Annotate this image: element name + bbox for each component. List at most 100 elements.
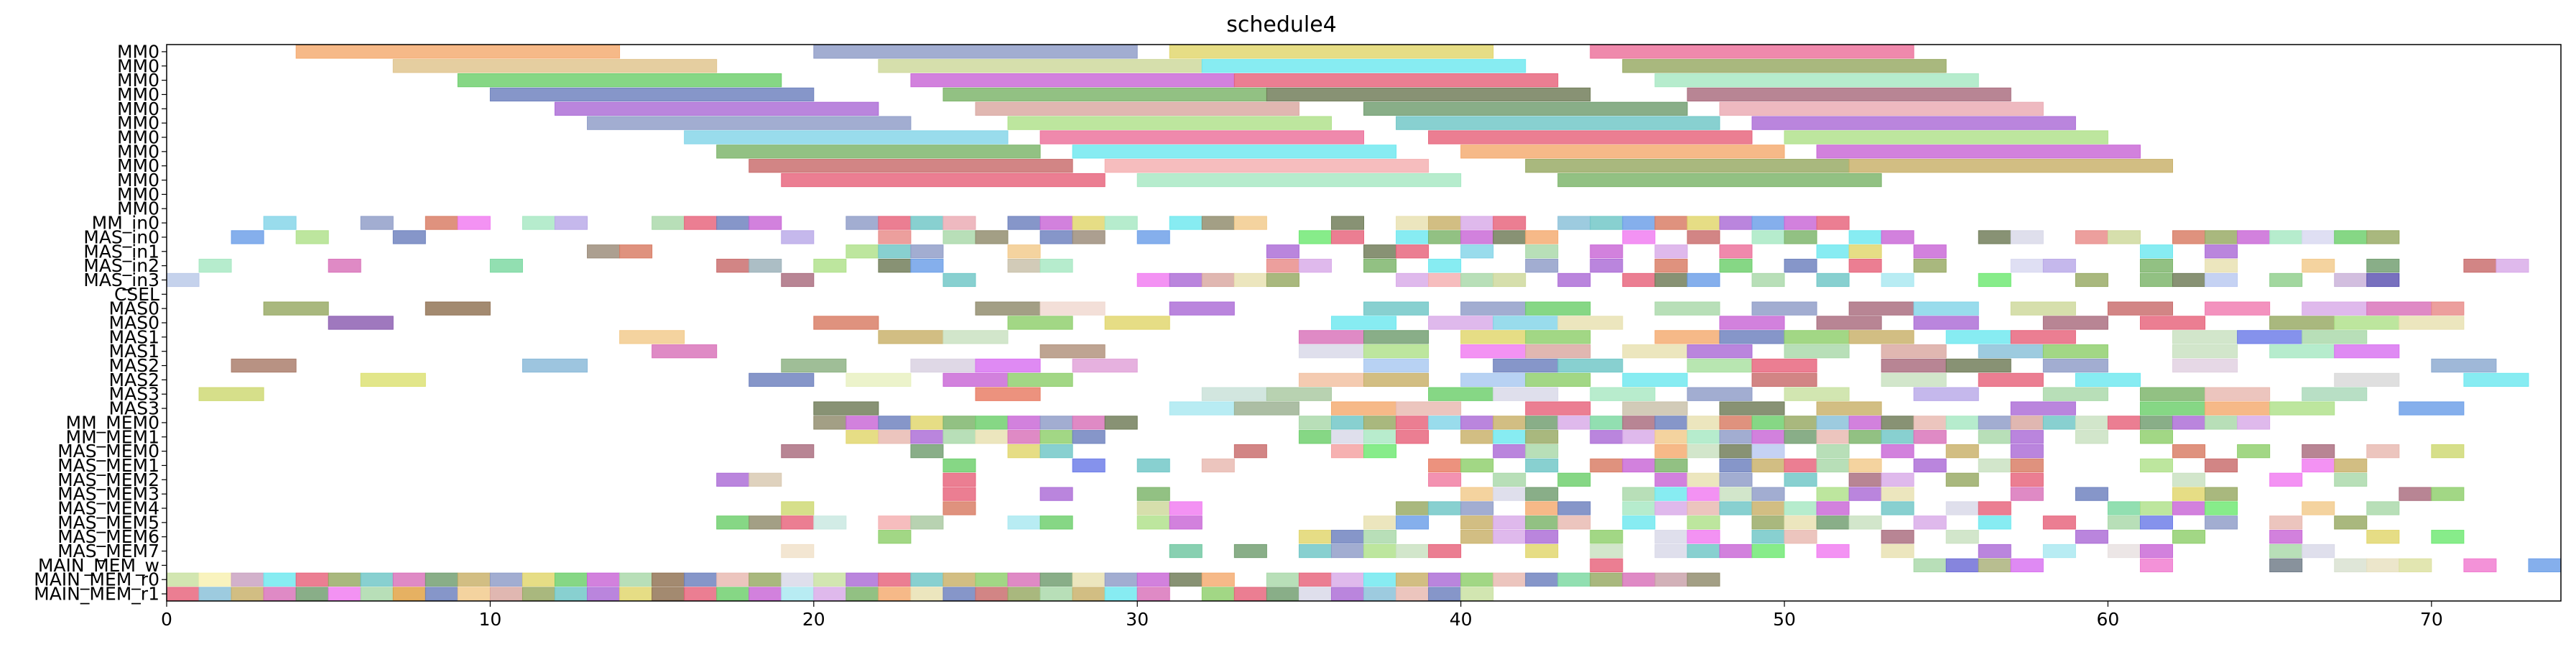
task-bar	[1104, 316, 1170, 330]
y-tick-label: MAS0	[109, 298, 159, 319]
task-bar	[1007, 258, 1041, 273]
task-bar	[1881, 530, 1914, 544]
task-bar	[975, 101, 1299, 116]
task-bar	[1881, 472, 1914, 487]
task-bar	[522, 587, 555, 601]
task-bar	[781, 515, 815, 530]
task-bar	[1136, 458, 1170, 473]
task-bar	[1201, 458, 1235, 473]
task-bar	[2302, 458, 2335, 473]
task-bar	[910, 244, 944, 259]
task-bar	[1978, 458, 2011, 473]
task-bar	[1493, 572, 1526, 587]
task-bar	[2334, 230, 2368, 244]
task-bar	[1557, 316, 1623, 330]
task-bar	[263, 587, 297, 601]
task-bar	[1816, 216, 1850, 230]
task-bar	[1233, 73, 1559, 88]
task-bar	[1913, 258, 1947, 273]
task-bar	[1848, 430, 1882, 444]
task-bar	[1590, 543, 1623, 559]
task-bar	[1848, 159, 2174, 173]
task-bar	[619, 587, 653, 601]
task-bar	[1428, 387, 1494, 401]
task-bar	[2172, 358, 2238, 373]
task-bar	[1525, 258, 1559, 273]
task-bar	[587, 572, 621, 587]
task-bar	[845, 372, 912, 387]
task-bar	[2075, 430, 2108, 444]
task-bar	[2237, 416, 2271, 430]
task-bar	[1298, 230, 1332, 244]
task-bar	[198, 258, 232, 273]
task-bar	[2334, 372, 2400, 387]
task-bar	[1687, 543, 1720, 559]
task-bar	[1136, 173, 1462, 188]
task-bar	[2010, 301, 2076, 316]
task-bar	[878, 530, 912, 544]
task-bar	[2463, 372, 2529, 387]
task-bar	[781, 173, 1106, 188]
task-bar	[1719, 101, 2044, 116]
task-bar	[1525, 444, 1559, 459]
task-bar	[1848, 301, 1914, 316]
task-bar	[2107, 230, 2141, 244]
y-tick-label: MAIN_MEM_r1	[34, 584, 159, 605]
task-bar	[2139, 387, 2206, 401]
task-bar	[2139, 401, 2206, 416]
task-bar	[263, 216, 297, 230]
task-bar	[1330, 543, 1365, 559]
task-bar	[1460, 416, 1494, 430]
task-bar	[1557, 173, 1882, 188]
task-bar	[2205, 416, 2238, 430]
task-bar	[1654, 244, 1688, 259]
task-bar	[910, 515, 944, 530]
task-bar	[1751, 501, 1785, 515]
task-bar	[1881, 487, 1914, 501]
task-bar	[1848, 487, 1882, 501]
task-bar	[587, 116, 912, 130]
task-bar	[1298, 416, 1332, 430]
task-bar	[1169, 45, 1494, 59]
task-bar	[2139, 515, 2174, 530]
task-bar	[198, 572, 232, 587]
task-bar	[1590, 216, 1623, 230]
task-bar	[1363, 344, 1430, 359]
task-bar	[2107, 543, 2141, 559]
task-bar	[231, 230, 264, 244]
task-bar	[489, 258, 523, 273]
y-tick-label: MM0	[117, 84, 159, 105]
task-bar	[845, 216, 879, 230]
task-bar	[295, 572, 329, 587]
task-bar	[2269, 230, 2303, 244]
task-bar	[2237, 230, 2271, 244]
task-bar	[1687, 272, 1720, 288]
task-bar	[2205, 458, 2238, 473]
task-bar	[1978, 515, 2011, 530]
task-bar	[1428, 501, 1462, 515]
task-bar	[1881, 344, 1947, 359]
task-bar	[716, 515, 750, 530]
task-bar	[878, 230, 912, 244]
task-bar	[781, 543, 815, 559]
task-bar	[1493, 515, 1526, 530]
task-bar	[231, 587, 264, 601]
task-bar	[1848, 458, 1882, 473]
task-bar	[263, 301, 329, 316]
task-bar	[1751, 230, 1785, 244]
task-bar	[910, 358, 976, 373]
task-bar	[1945, 416, 1979, 430]
y-tick-label: MM0	[117, 55, 159, 76]
task-bar	[1945, 444, 1979, 459]
task-bar	[166, 587, 200, 601]
task-bar	[781, 272, 815, 288]
task-bar	[1460, 430, 1494, 444]
x-tick-label: 50	[1773, 609, 1796, 630]
x-axis: 0 10 20 30 40 50 60 70	[161, 601, 2443, 630]
task-bar	[2302, 543, 2335, 559]
task-bar	[2139, 543, 2174, 559]
task-bar	[1848, 330, 1914, 344]
task-bar	[716, 144, 1041, 159]
task-bar	[2042, 543, 2076, 559]
task-bar	[910, 430, 944, 444]
